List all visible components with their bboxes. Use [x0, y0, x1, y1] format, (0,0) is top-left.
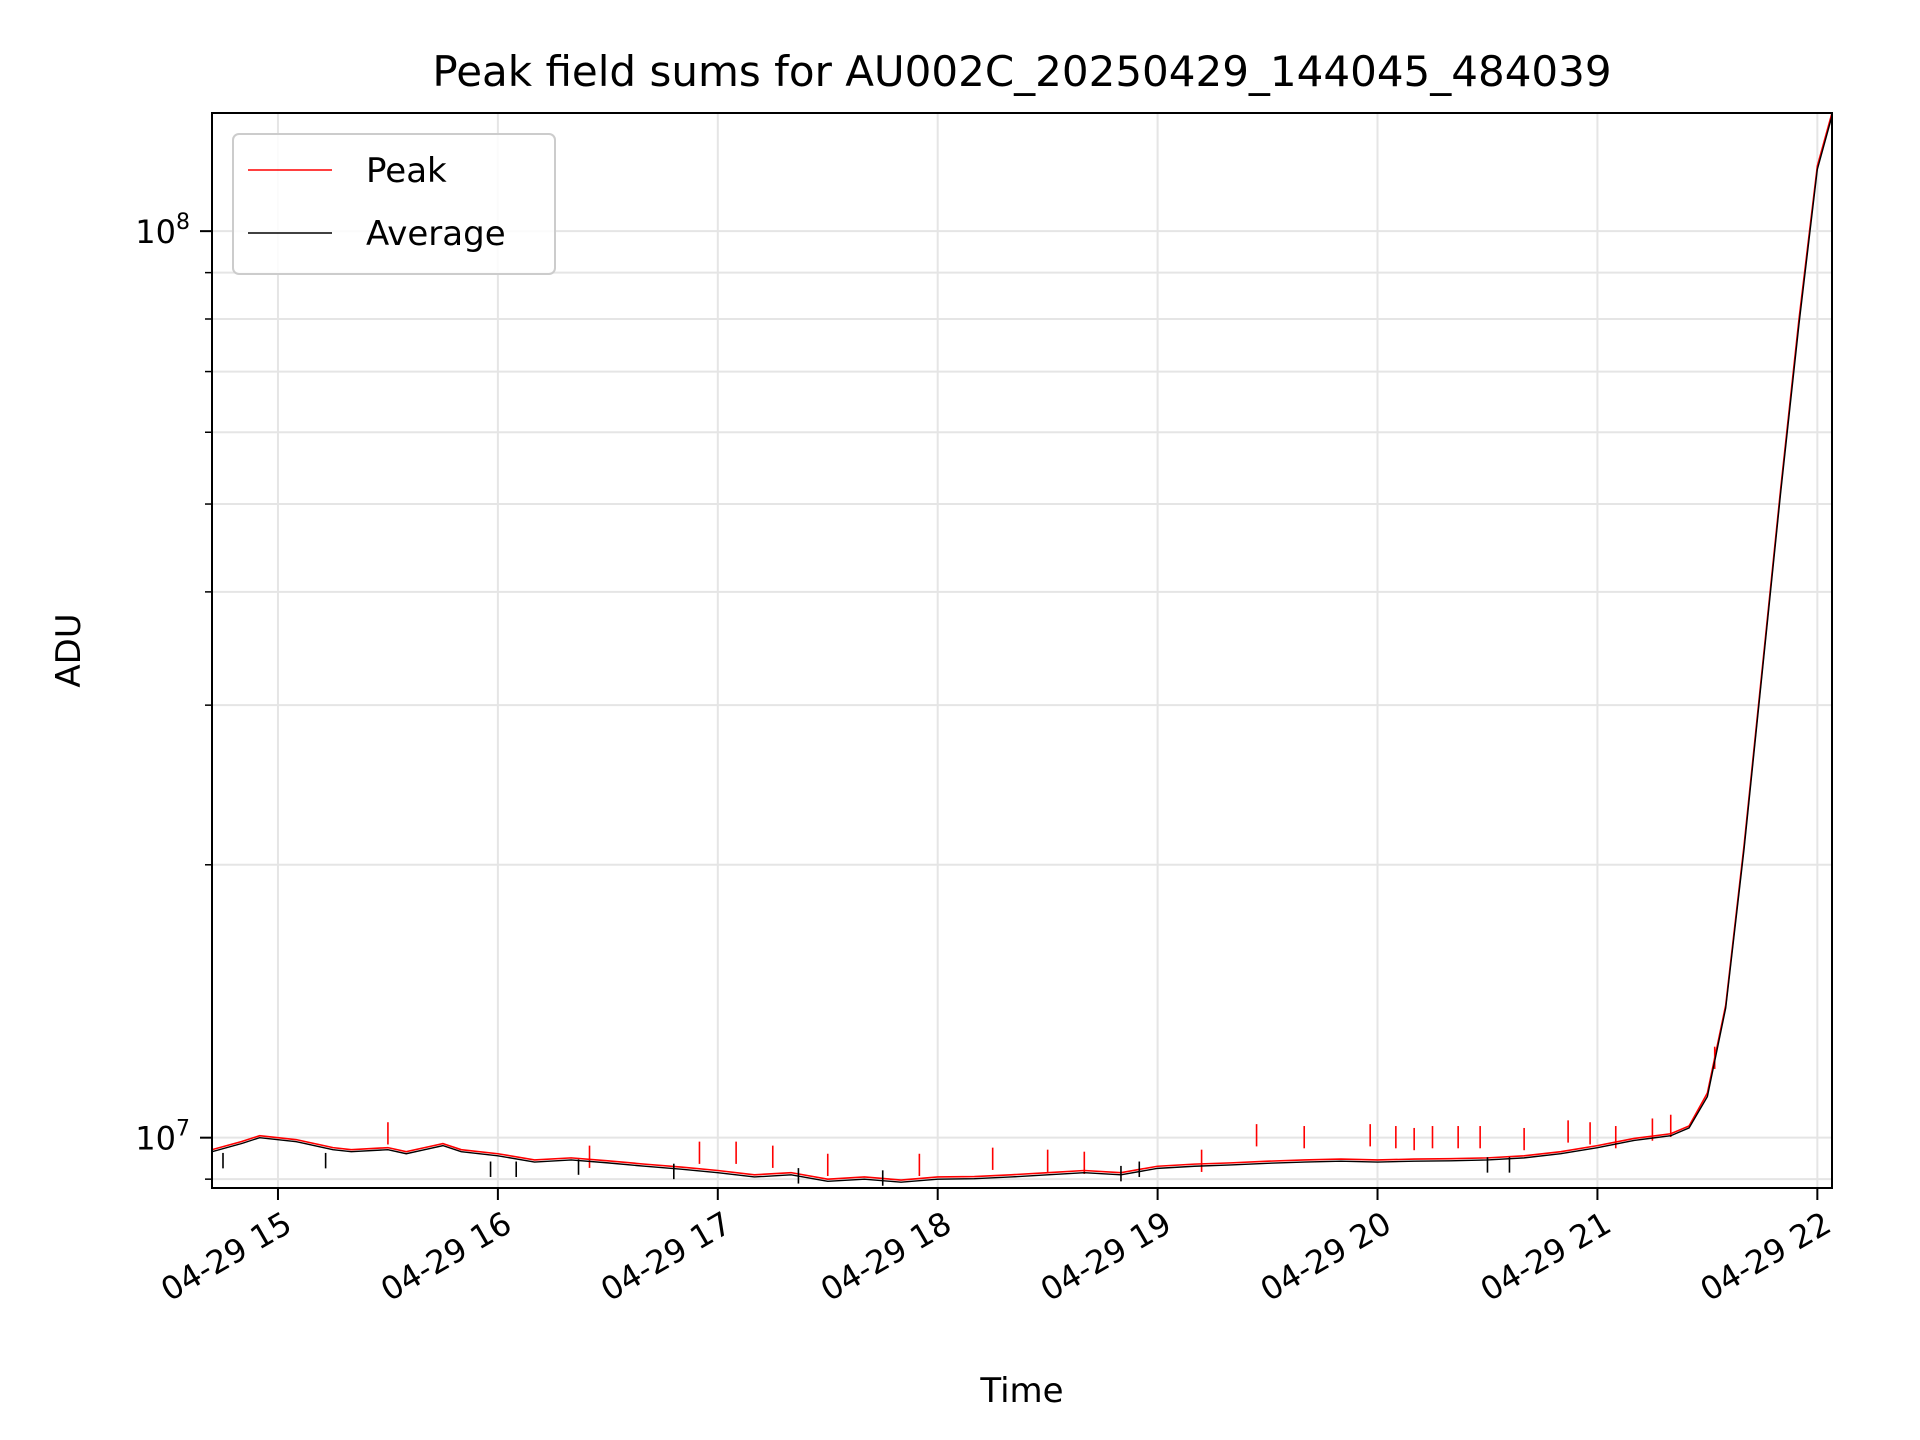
y-tick-exponent: 8: [176, 210, 190, 235]
legend-label-average: Average: [366, 214, 506, 254]
series-layer: [212, 113, 1832, 1186]
series-line-peak: [212, 113, 1832, 1181]
legend-label-peak: Peak: [366, 151, 447, 191]
y-axis-label: ADU: [49, 613, 89, 687]
plot-frame: [211, 112, 1833, 1189]
y-tick-base: 10: [135, 213, 176, 251]
y-tick-base: 10: [135, 1120, 176, 1158]
y-tick-label: 107: [135, 1117, 190, 1158]
series-line-average: [212, 115, 1832, 1183]
y-tick-exponent: 7: [176, 1117, 190, 1142]
chart-title: Peak field sums for AU002C_20250429_1440…: [432, 47, 1611, 96]
legend: Peak Average: [232, 133, 556, 275]
legend-box: [232, 133, 556, 275]
x-axis-label: Time: [979, 1371, 1063, 1411]
grid: [212, 113, 1832, 1188]
y-tick-label: 108: [135, 210, 190, 251]
